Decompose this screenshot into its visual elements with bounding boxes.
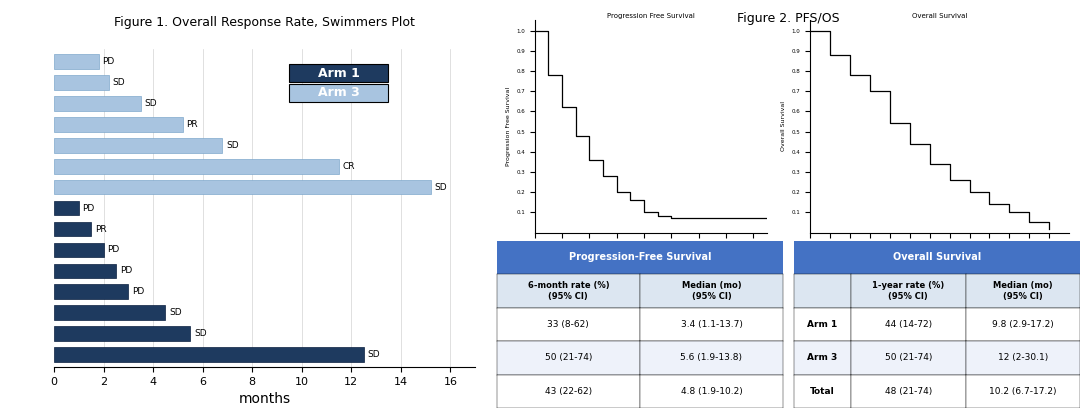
X-axis label: Time at Risk (Months): Time at Risk (Months) bbox=[905, 253, 974, 258]
Text: PD: PD bbox=[82, 204, 95, 213]
Text: 5.6 (1.9-13.8): 5.6 (1.9-13.8) bbox=[680, 353, 742, 362]
Y-axis label: Progression Free Survival: Progression Free Survival bbox=[505, 87, 511, 166]
Text: Arm 1: Arm 1 bbox=[807, 320, 838, 329]
Text: 6-month rate (%)
(95% CI): 6-month rate (%) (95% CI) bbox=[527, 281, 609, 301]
Text: Median (mo)
(95% CI): Median (mo) (95% CI) bbox=[681, 281, 741, 301]
Text: Arm 3: Arm 3 bbox=[807, 353, 838, 362]
Text: Median (mo)
(95% CI): Median (mo) (95% CI) bbox=[993, 281, 1053, 301]
Text: 50 (21-74): 50 (21-74) bbox=[885, 353, 932, 362]
Text: Arm 3: Arm 3 bbox=[318, 86, 360, 100]
Bar bbox=[54, 264, 116, 278]
Text: Overall Survival: Overall Survival bbox=[893, 253, 981, 262]
FancyBboxPatch shape bbox=[289, 64, 389, 82]
Text: SD: SD bbox=[434, 183, 447, 192]
Text: Figure 1. Overall Response Rate, Swimmers Plot: Figure 1. Overall Response Rate, Swimmer… bbox=[114, 16, 415, 29]
Text: PD: PD bbox=[107, 246, 120, 255]
Text: 4.8 (1.9-10.2): 4.8 (1.9-10.2) bbox=[680, 387, 742, 396]
Bar bbox=[54, 117, 183, 132]
Text: 9.8 (2.9-17.2): 9.8 (2.9-17.2) bbox=[991, 320, 1054, 329]
Bar bbox=[54, 138, 222, 153]
Bar bbox=[54, 180, 431, 195]
Text: PR: PR bbox=[95, 224, 107, 233]
Text: PD: PD bbox=[132, 287, 145, 296]
Bar bbox=[54, 306, 165, 320]
Text: CR: CR bbox=[342, 162, 355, 171]
Text: SD: SD bbox=[367, 350, 380, 359]
Text: PR: PR bbox=[187, 120, 198, 129]
Text: SD: SD bbox=[145, 99, 157, 108]
Bar bbox=[54, 222, 91, 236]
Text: Total: Total bbox=[810, 387, 835, 396]
Bar bbox=[54, 159, 339, 173]
Bar bbox=[54, 75, 108, 90]
Bar bbox=[54, 326, 190, 341]
FancyBboxPatch shape bbox=[289, 84, 389, 102]
Bar bbox=[54, 284, 129, 299]
Title: Progression Free Survival: Progression Free Survival bbox=[607, 13, 694, 19]
X-axis label: months: months bbox=[239, 392, 291, 406]
Text: 33 (8-62): 33 (8-62) bbox=[548, 320, 590, 329]
Y-axis label: Overall Survival: Overall Survival bbox=[781, 102, 786, 151]
Bar bbox=[54, 96, 140, 111]
Text: Progression-Free Survival: Progression-Free Survival bbox=[569, 253, 711, 262]
Text: SD: SD bbox=[112, 78, 125, 87]
Text: 44 (14-72): 44 (14-72) bbox=[885, 320, 932, 329]
Text: SD: SD bbox=[226, 141, 239, 150]
Text: 43 (22-62): 43 (22-62) bbox=[544, 387, 592, 396]
Text: 50 (21-74): 50 (21-74) bbox=[544, 353, 592, 362]
X-axis label: Time at Risk (Months): Time at Risk (Months) bbox=[617, 253, 685, 258]
Bar bbox=[54, 347, 364, 362]
Text: 10.2 (6.7-17.2): 10.2 (6.7-17.2) bbox=[989, 387, 1056, 396]
Text: SD: SD bbox=[194, 329, 206, 338]
Title: Overall Survival: Overall Survival bbox=[912, 13, 968, 19]
Text: PD: PD bbox=[103, 57, 114, 66]
Text: 1-year rate (%)
(95% CI): 1-year rate (%) (95% CI) bbox=[873, 281, 944, 301]
Bar bbox=[54, 54, 98, 69]
Text: PD: PD bbox=[120, 266, 132, 275]
Text: 3.4 (1.1-13.7): 3.4 (1.1-13.7) bbox=[680, 320, 742, 329]
Text: 12 (2-30.1): 12 (2-30.1) bbox=[998, 353, 1048, 362]
Text: Arm 1: Arm 1 bbox=[318, 67, 360, 80]
Bar bbox=[54, 201, 79, 215]
Bar bbox=[54, 243, 104, 257]
Text: 48 (21-74): 48 (21-74) bbox=[885, 387, 932, 396]
Text: SD: SD bbox=[170, 308, 181, 317]
Text: Figure 2. PFS/OS: Figure 2. PFS/OS bbox=[737, 12, 840, 25]
